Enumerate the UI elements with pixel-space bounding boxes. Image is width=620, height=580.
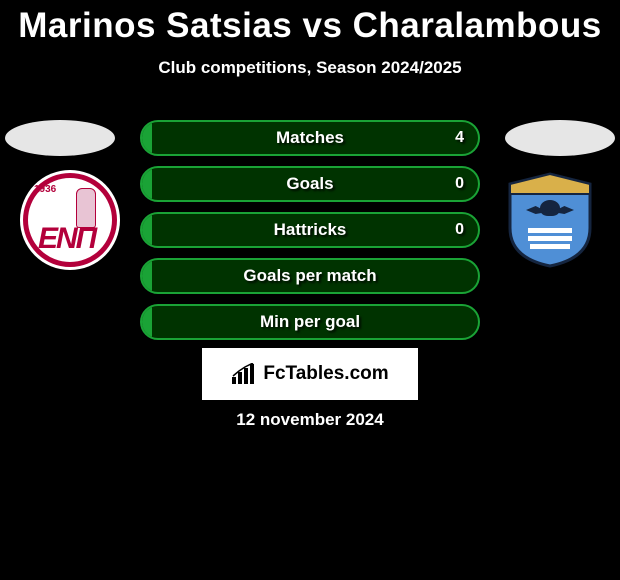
- left-club-year: 1936: [34, 184, 56, 195]
- stat-pill: Min per goal: [140, 304, 480, 340]
- stat-label: Min per goal: [142, 306, 478, 338]
- left-platform: [5, 120, 115, 156]
- stat-pill: Goals0: [140, 166, 480, 202]
- bars-icon: [231, 363, 257, 385]
- stat-right-value: 0: [455, 168, 464, 200]
- stat-pill: Hattricks0: [140, 212, 480, 248]
- eagle-icon: [526, 196, 574, 226]
- stat-pill: Goals per match: [140, 258, 480, 294]
- stat-label: Goals: [142, 168, 478, 200]
- page-subtitle: Club competitions, Season 2024/2025: [0, 58, 620, 78]
- stat-pill: Matches4: [140, 120, 480, 156]
- left-club-logo: 1936 ENΠ: [20, 170, 120, 270]
- brand-text: FcTables.com: [263, 363, 388, 385]
- right-club-logo: [500, 170, 600, 270]
- stat-label: Hattricks: [142, 214, 478, 246]
- comparison-stage: 1936 ENΠ Matches4Goals0Hattricks0Goals p…: [0, 110, 620, 350]
- stat-right-value: 0: [455, 214, 464, 246]
- right-platform: [505, 120, 615, 156]
- left-club-abbr: ENΠ: [38, 222, 95, 256]
- date-text: 12 november 2024: [0, 410, 620, 430]
- stat-label: Goals per match: [142, 260, 478, 292]
- page-title: Marinos Satsias vs Charalambous: [0, 0, 620, 46]
- stat-right-value: 4: [455, 122, 464, 154]
- stat-pills: Matches4Goals0Hattricks0Goals per matchM…: [140, 120, 480, 350]
- brand-badge: FcTables.com: [202, 348, 418, 400]
- stat-label: Matches: [142, 122, 478, 154]
